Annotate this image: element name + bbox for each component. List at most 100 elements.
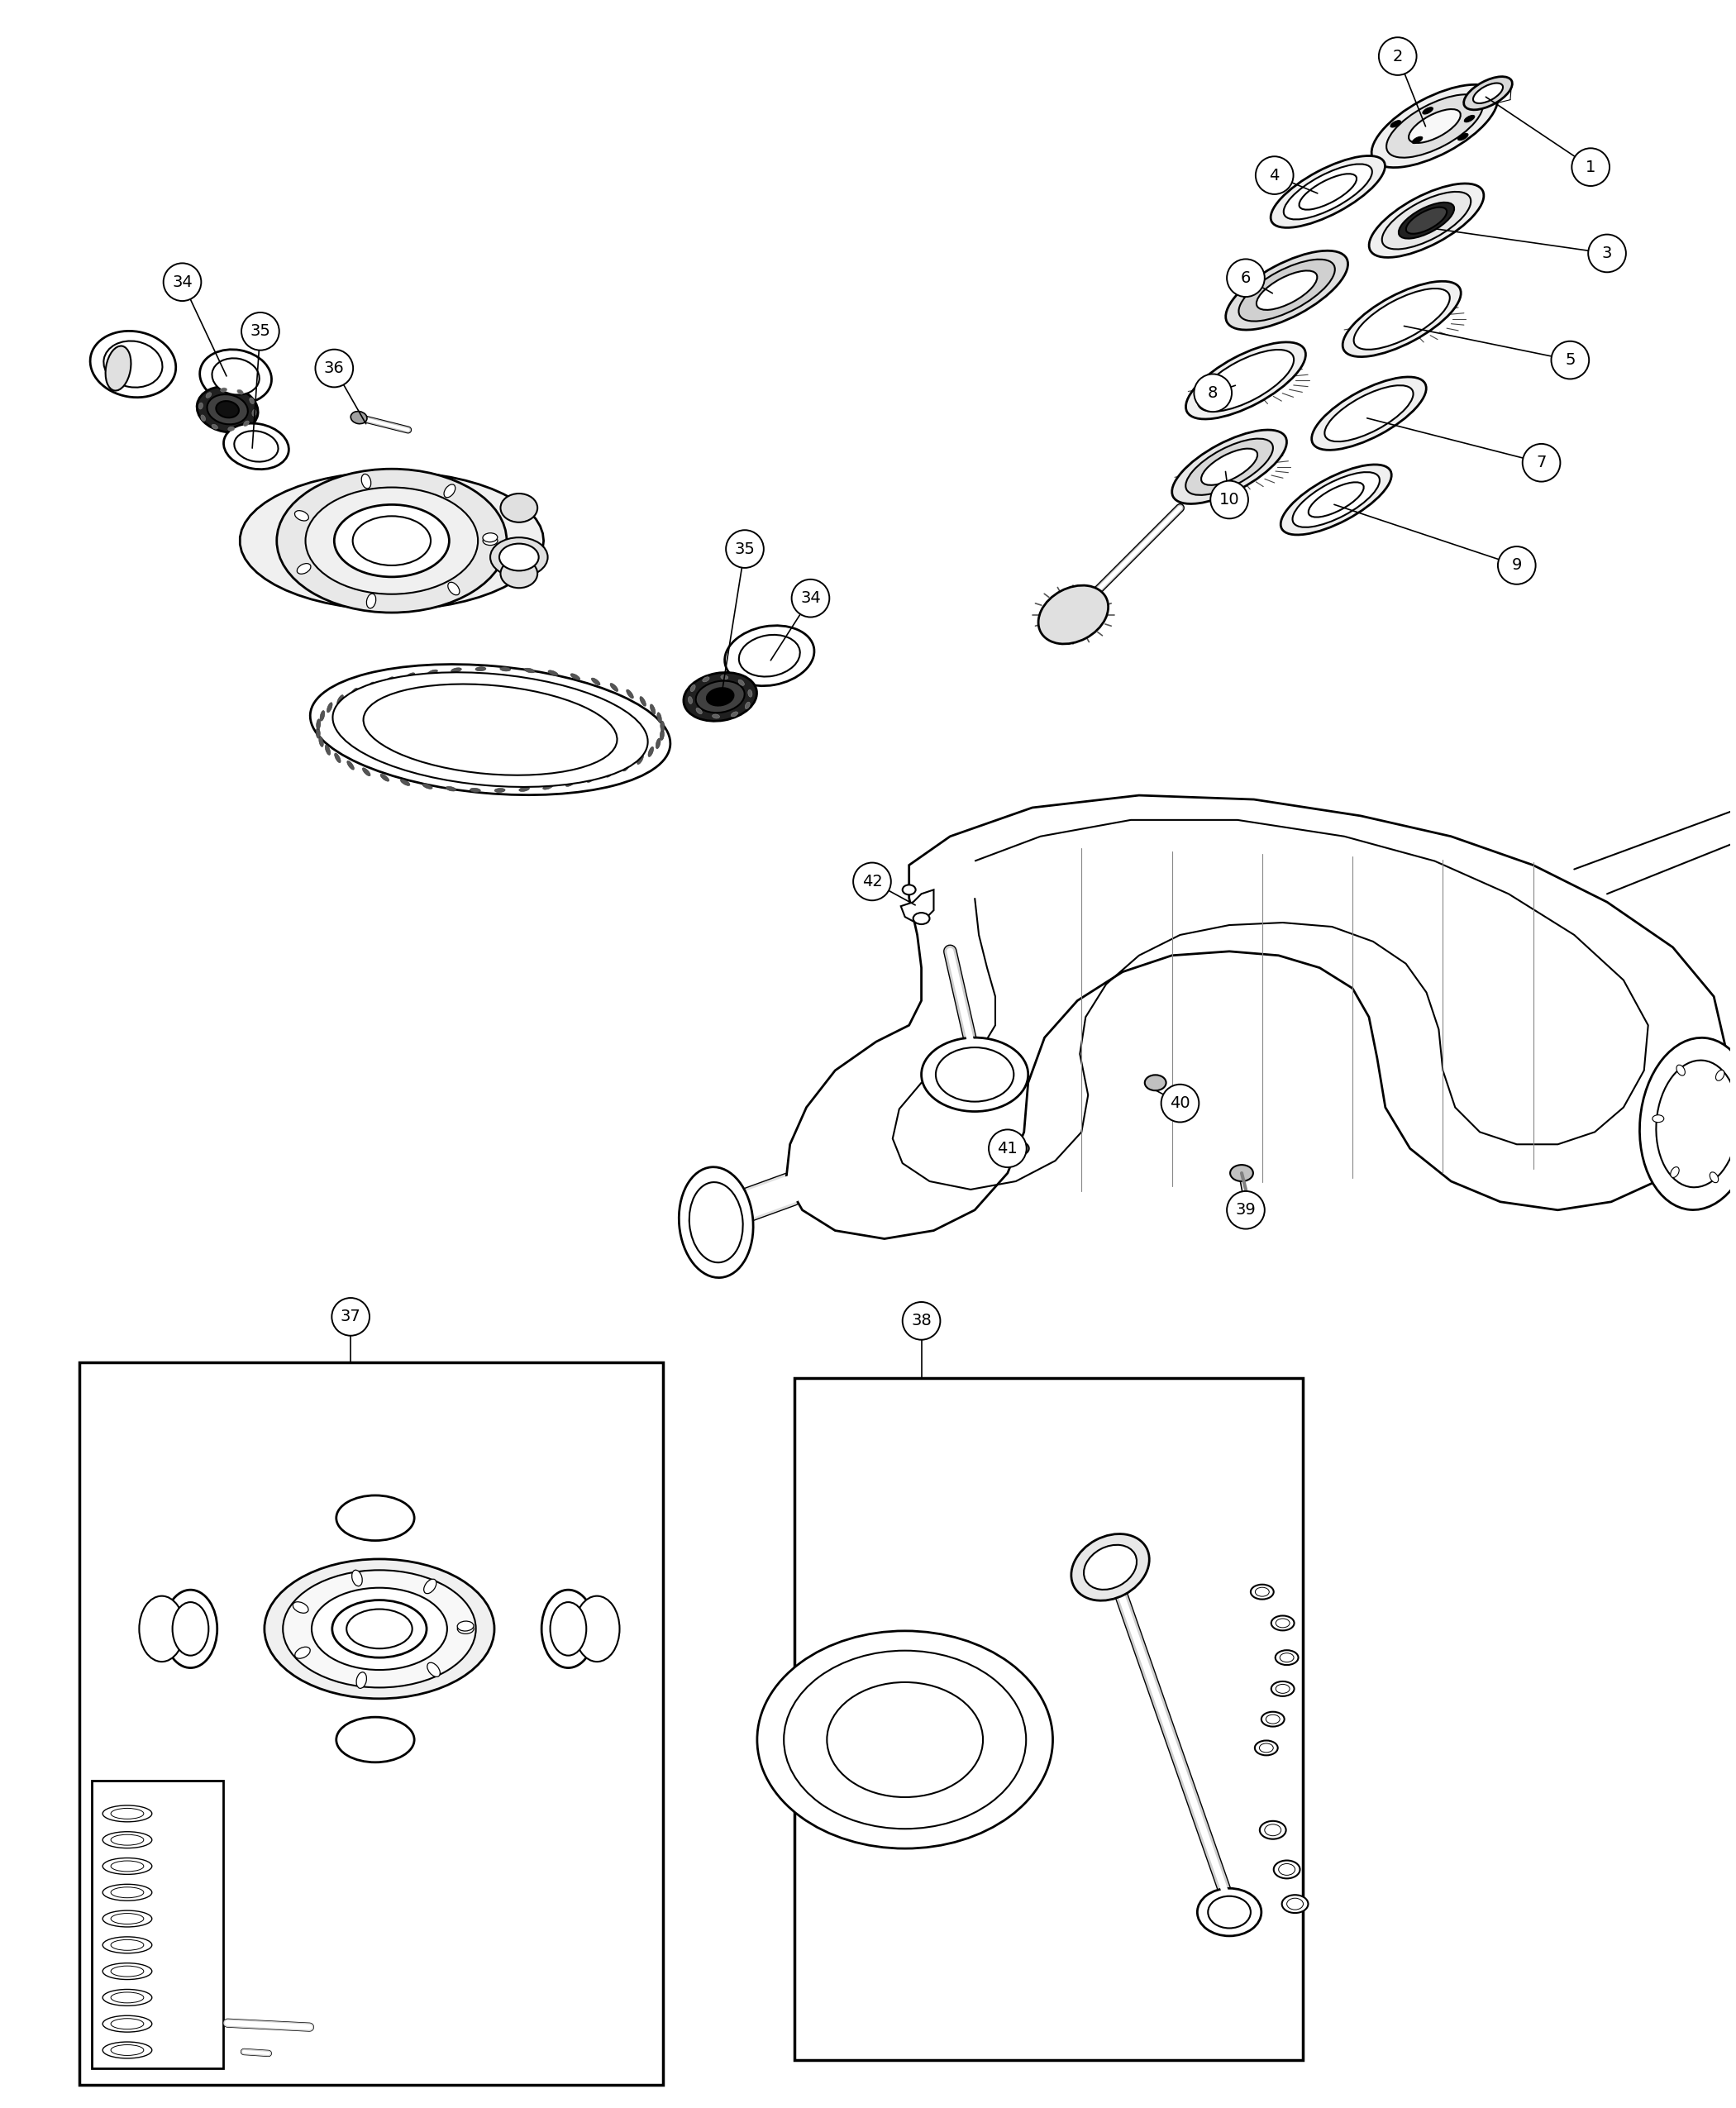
Ellipse shape bbox=[424, 1579, 436, 1594]
Ellipse shape bbox=[679, 1168, 753, 1277]
Text: 10: 10 bbox=[1219, 491, 1240, 508]
Circle shape bbox=[1571, 148, 1609, 186]
Ellipse shape bbox=[422, 784, 432, 788]
Ellipse shape bbox=[196, 386, 259, 432]
Text: 42: 42 bbox=[861, 873, 882, 890]
Ellipse shape bbox=[1731, 1126, 1736, 1132]
Text: 8: 8 bbox=[1208, 386, 1219, 401]
Ellipse shape bbox=[1710, 1172, 1719, 1183]
Ellipse shape bbox=[637, 755, 644, 765]
Ellipse shape bbox=[542, 1589, 595, 1667]
Ellipse shape bbox=[1276, 1684, 1290, 1693]
Ellipse shape bbox=[689, 1183, 743, 1263]
Ellipse shape bbox=[1342, 280, 1462, 356]
Ellipse shape bbox=[1271, 1682, 1295, 1697]
Ellipse shape bbox=[1286, 1897, 1304, 1910]
Ellipse shape bbox=[649, 704, 656, 715]
Text: 34: 34 bbox=[800, 590, 821, 607]
Ellipse shape bbox=[297, 563, 311, 573]
Text: 9: 9 bbox=[1512, 557, 1522, 573]
Ellipse shape bbox=[641, 696, 646, 706]
Polygon shape bbox=[901, 890, 934, 923]
Ellipse shape bbox=[1186, 341, 1305, 419]
Ellipse shape bbox=[351, 411, 366, 424]
Ellipse shape bbox=[444, 485, 455, 497]
Ellipse shape bbox=[1670, 1168, 1679, 1178]
Ellipse shape bbox=[1071, 1535, 1149, 1600]
Ellipse shape bbox=[106, 346, 130, 390]
Circle shape bbox=[316, 350, 352, 388]
Ellipse shape bbox=[1271, 1615, 1295, 1629]
Circle shape bbox=[1227, 1191, 1264, 1229]
Ellipse shape bbox=[111, 1967, 144, 1977]
Circle shape bbox=[726, 529, 764, 567]
Ellipse shape bbox=[500, 559, 538, 588]
Text: 1: 1 bbox=[1585, 160, 1595, 175]
Ellipse shape bbox=[427, 670, 437, 675]
Ellipse shape bbox=[215, 401, 240, 417]
Circle shape bbox=[903, 1303, 941, 1341]
Bar bbox=[80, 1362, 663, 2085]
Ellipse shape bbox=[335, 753, 340, 763]
Ellipse shape bbox=[212, 424, 217, 430]
Bar bbox=[793, 1379, 1304, 2060]
Ellipse shape bbox=[102, 1885, 153, 1901]
Ellipse shape bbox=[1010, 1143, 1029, 1155]
Ellipse shape bbox=[1276, 1619, 1290, 1627]
Ellipse shape bbox=[1255, 1741, 1278, 1756]
Ellipse shape bbox=[201, 415, 205, 422]
Ellipse shape bbox=[380, 774, 389, 782]
Ellipse shape bbox=[1387, 95, 1483, 158]
Ellipse shape bbox=[102, 2043, 153, 2057]
Ellipse shape bbox=[316, 719, 321, 729]
Ellipse shape bbox=[1325, 386, 1413, 441]
Ellipse shape bbox=[660, 729, 665, 740]
Ellipse shape bbox=[606, 769, 615, 778]
Ellipse shape bbox=[1259, 1743, 1272, 1752]
Ellipse shape bbox=[1458, 133, 1469, 141]
Ellipse shape bbox=[316, 727, 319, 738]
Circle shape bbox=[1552, 341, 1588, 379]
Ellipse shape bbox=[451, 668, 462, 672]
Ellipse shape bbox=[826, 1682, 983, 1798]
Ellipse shape bbox=[111, 1887, 144, 1897]
Ellipse shape bbox=[90, 331, 175, 398]
Ellipse shape bbox=[1382, 192, 1470, 249]
Ellipse shape bbox=[1271, 156, 1385, 228]
Ellipse shape bbox=[1208, 1895, 1250, 1929]
Ellipse shape bbox=[571, 675, 580, 681]
Ellipse shape bbox=[627, 689, 634, 698]
Ellipse shape bbox=[1281, 1895, 1309, 1912]
Circle shape bbox=[1210, 481, 1248, 519]
Ellipse shape bbox=[234, 430, 278, 462]
Ellipse shape bbox=[549, 670, 557, 677]
Ellipse shape bbox=[337, 696, 344, 704]
Circle shape bbox=[792, 580, 830, 618]
Text: 35: 35 bbox=[734, 542, 755, 557]
Ellipse shape bbox=[1293, 472, 1380, 527]
Ellipse shape bbox=[1264, 1823, 1281, 1836]
Ellipse shape bbox=[1240, 259, 1335, 320]
Ellipse shape bbox=[332, 1600, 427, 1657]
Ellipse shape bbox=[102, 1804, 153, 1821]
Ellipse shape bbox=[224, 424, 288, 470]
Text: 2: 2 bbox=[1392, 48, 1403, 63]
Ellipse shape bbox=[495, 788, 505, 793]
Text: 40: 40 bbox=[1170, 1096, 1191, 1111]
Ellipse shape bbox=[243, 422, 248, 426]
Ellipse shape bbox=[102, 1832, 153, 1849]
Ellipse shape bbox=[102, 2015, 153, 2032]
Ellipse shape bbox=[1255, 1587, 1269, 1596]
Ellipse shape bbox=[1038, 586, 1108, 643]
Ellipse shape bbox=[264, 1560, 495, 1699]
Ellipse shape bbox=[293, 1602, 309, 1613]
Bar bbox=[92, 1781, 224, 2068]
Ellipse shape bbox=[922, 1037, 1028, 1111]
Polygon shape bbox=[240, 472, 543, 609]
Ellipse shape bbox=[500, 493, 538, 523]
Ellipse shape bbox=[111, 1861, 144, 1872]
Ellipse shape bbox=[1299, 173, 1356, 209]
Circle shape bbox=[241, 312, 279, 350]
Ellipse shape bbox=[543, 784, 554, 790]
Ellipse shape bbox=[1083, 1545, 1137, 1589]
